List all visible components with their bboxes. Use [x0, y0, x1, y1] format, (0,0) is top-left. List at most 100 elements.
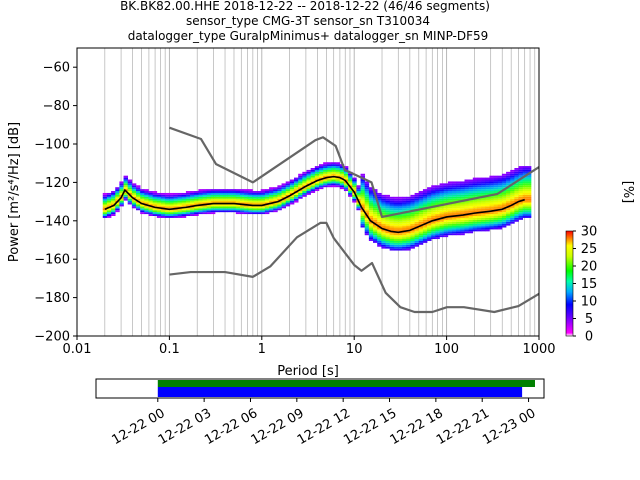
heatmap-cell	[185, 196, 191, 199]
heatmap-cell	[140, 189, 145, 192]
heatmap-cell	[501, 173, 507, 176]
heatmap-cell	[364, 198, 370, 201]
heatmap-cell	[402, 221, 407, 224]
heatmap-cell	[406, 216, 411, 218]
heatmap-cell	[335, 171, 341, 174]
heatmap-cell	[194, 200, 199, 203]
heatmap-cell	[456, 198, 461, 201]
heatmap-cell	[439, 231, 445, 234]
heatmap-cell	[381, 194, 386, 197]
heatmap-cell	[435, 216, 440, 218]
heatmap-cell	[460, 181, 465, 184]
heatmap-cell	[368, 200, 374, 203]
heatmap-cell	[431, 191, 436, 193]
heatmap-cell	[447, 187, 453, 190]
heatmap-cell	[185, 202, 191, 205]
heatmap-cell	[506, 198, 511, 201]
heatmap-cell	[501, 194, 507, 197]
heatmap-cell	[493, 185, 499, 188]
heatmap-cell	[493, 194, 499, 197]
heatmap-cell	[381, 210, 386, 213]
heatmap-cell	[393, 210, 399, 213]
heatmap-cell	[352, 196, 357, 199]
heatmap-cell	[464, 179, 469, 182]
heatmap-cell	[219, 204, 224, 207]
heatmap-cell	[406, 240, 411, 243]
heatmap-cell	[360, 173, 366, 176]
heatmap-cell	[306, 175, 311, 178]
heatmap-cell	[160, 196, 166, 199]
period-axis-ticks: 0.01 0.1 1 10 100 1000	[63, 336, 556, 357]
heatmap-cell	[285, 192, 291, 195]
heatmap-cell	[281, 204, 287, 207]
heatmap-cell	[439, 208, 445, 211]
heatmap-cell	[468, 189, 474, 192]
heatmap-cell	[506, 204, 511, 207]
heatmap-cell	[485, 177, 490, 180]
heatmap-cell	[427, 192, 432, 195]
heatmap-cell	[501, 177, 507, 180]
heatmap-cell	[289, 194, 295, 197]
heatmap-cell	[422, 212, 428, 215]
heatmap-cell	[510, 175, 515, 178]
heatmap-cell	[489, 227, 494, 230]
heatmap-cell	[169, 196, 174, 199]
heatmap-cell	[314, 189, 320, 192]
heatmap-cell	[410, 219, 415, 222]
heatmap-cell	[373, 210, 378, 213]
heatmap-cell	[518, 192, 524, 195]
heatmap-cell	[368, 223, 374, 226]
heatmap-cell	[111, 202, 116, 205]
heatmap-cell	[352, 177, 357, 180]
heatmap-cell	[335, 173, 341, 176]
heatmap-cell	[456, 187, 461, 190]
heatmap-cell	[264, 210, 270, 213]
heatmap-cell	[298, 179, 303, 182]
heatmap-cell	[373, 237, 378, 240]
heatmap-cell	[476, 221, 482, 224]
heatmap-cell	[468, 192, 474, 195]
heatmap-cell	[389, 219, 395, 222]
heatmap-cell	[223, 196, 228, 199]
heatmap-cell	[427, 212, 432, 215]
heatmap-cell	[522, 191, 528, 193]
heatmap-cell	[377, 240, 382, 243]
heatmap-cell	[485, 217, 490, 220]
heatmap-cell	[389, 204, 395, 207]
heatmap-cell	[510, 171, 515, 174]
heatmap-cell	[501, 217, 507, 220]
heatmap-cell	[181, 204, 187, 207]
heatmap-cell	[181, 210, 187, 213]
heatmap-cell	[439, 196, 445, 199]
heatmap-cell	[119, 202, 124, 205]
heatmap-cell	[269, 192, 274, 195]
heatmap-cell	[518, 210, 524, 213]
heatmap-cell	[435, 237, 440, 240]
heatmap-cell	[397, 216, 403, 218]
heatmap-cell	[439, 210, 445, 213]
heatmap-cell	[414, 192, 420, 195]
heatmap-cell	[410, 206, 415, 209]
heatmap-cell	[364, 194, 370, 197]
heatmap-cell	[373, 221, 378, 224]
heatmap-cell	[452, 214, 457, 216]
heatmap-cell	[252, 212, 257, 215]
heatmap-cell	[468, 227, 474, 230]
heatmap-cell	[456, 231, 461, 234]
heatmap-cell	[468, 187, 474, 190]
heatmap-cell	[277, 194, 282, 197]
heatmap-cell	[493, 181, 499, 184]
heatmap-cell	[522, 194, 528, 197]
heatmap-cell	[435, 223, 440, 226]
heatmap-cell	[318, 187, 324, 190]
heatmap-cell	[385, 227, 390, 230]
heatmap-cell	[360, 191, 366, 193]
heatmap-cell	[206, 200, 212, 203]
heatmap-cell	[235, 210, 241, 213]
heatmap-cell	[148, 210, 153, 213]
heatmap-cell	[318, 175, 324, 178]
heatmap-cell	[302, 183, 307, 186]
heatmap-cell	[323, 179, 328, 182]
heatmap-cell	[481, 202, 486, 205]
heatmap-cell	[111, 214, 116, 216]
